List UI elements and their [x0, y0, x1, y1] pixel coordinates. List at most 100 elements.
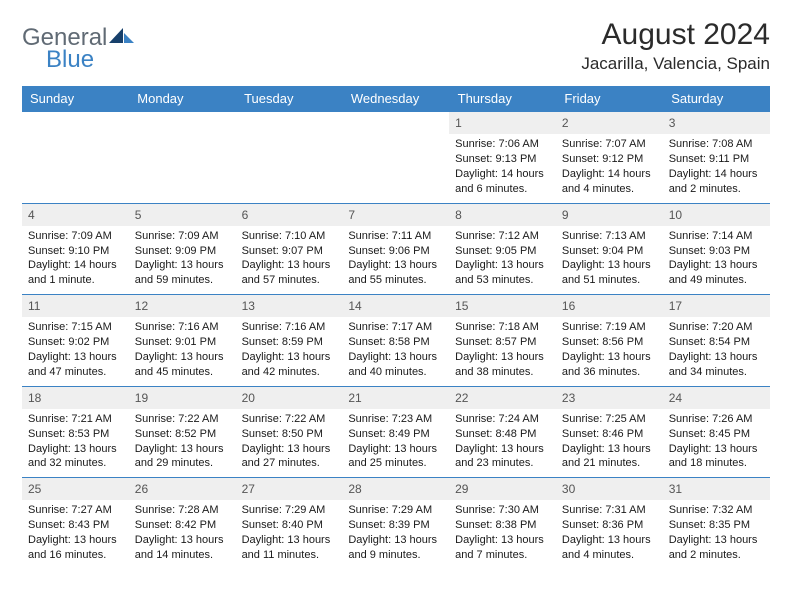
day-details: Sunrise: 7:28 AMSunset: 8:42 PMDaylight:… — [129, 500, 236, 568]
calendar-cell: 2Sunrise: 7:07 AMSunset: 9:12 PMDaylight… — [556, 112, 663, 204]
sunset-text: Sunset: 9:03 PM — [669, 244, 764, 259]
daylight-text: Daylight: 13 hours and 51 minutes. — [562, 258, 657, 288]
day-number: 14 — [342, 295, 449, 317]
day-number: 26 — [129, 478, 236, 500]
day-details: Sunrise: 7:20 AMSunset: 8:54 PMDaylight:… — [663, 317, 770, 385]
calendar-cell: 27Sunrise: 7:29 AMSunset: 8:40 PMDayligh… — [236, 478, 343, 569]
calendar-cell: .. — [236, 112, 343, 204]
calendar-cell: .. — [129, 112, 236, 204]
sunset-text: Sunset: 8:35 PM — [669, 518, 764, 533]
day-number: 7 — [342, 204, 449, 226]
sunrise-text: Sunrise: 7:31 AM — [562, 503, 657, 518]
day-number: 27 — [236, 478, 343, 500]
sunset-text: Sunset: 8:54 PM — [669, 335, 764, 350]
sunrise-text: Sunrise: 7:13 AM — [562, 229, 657, 244]
calendar-cell: 4Sunrise: 7:09 AMSunset: 9:10 PMDaylight… — [22, 203, 129, 295]
daylight-text: Daylight: 13 hours and 57 minutes. — [242, 258, 337, 288]
daylight-text: Daylight: 13 hours and 14 minutes. — [135, 533, 230, 563]
sunset-text: Sunset: 9:05 PM — [455, 244, 550, 259]
calendar-row: ........1Sunrise: 7:06 AMSunset: 9:13 PM… — [22, 112, 770, 204]
day-number: 23 — [556, 387, 663, 409]
day-number: 24 — [663, 387, 770, 409]
title-block: August 2024 Jacarilla, Valencia, Spain — [581, 18, 770, 74]
calendar-cell: 15Sunrise: 7:18 AMSunset: 8:57 PMDayligh… — [449, 295, 556, 387]
calendar-cell: 24Sunrise: 7:26 AMSunset: 8:45 PMDayligh… — [663, 386, 770, 478]
weekday-header: Friday — [556, 86, 663, 112]
sunrise-text: Sunrise: 7:29 AM — [348, 503, 443, 518]
calendar-cell: 31 Sunrise: 7:32 AMSunset: 8:35 PMDayligh… — [663, 478, 770, 569]
sunset-text: Sunset: 9:06 PM — [348, 244, 443, 259]
calendar-cell: 26Sunrise: 7:28 AMSunset: 8:42 PMDayligh… — [129, 478, 236, 569]
calendar-cell: 9Sunrise: 7:13 AMSunset: 9:04 PMDaylight… — [556, 203, 663, 295]
calendar-cell: 1Sunrise: 7:06 AMSunset: 9:13 PMDaylight… — [449, 112, 556, 204]
calendar-row: 11Sunrise: 7:15 AMSunset: 9:02 PMDayligh… — [22, 295, 770, 387]
day-details: Sunrise: 7:07 AMSunset: 9:12 PMDaylight:… — [556, 134, 663, 202]
day-details: Sunrise: 7:09 AMSunset: 9:09 PMDaylight:… — [129, 226, 236, 294]
month-title: August 2024 — [581, 18, 770, 52]
day-details: Sunrise: 7:27 AMSunset: 8:43 PMDaylight:… — [22, 500, 129, 568]
sunset-text: Sunset: 9:13 PM — [455, 152, 550, 167]
daylight-text: Daylight: 13 hours and 16 minutes. — [28, 533, 123, 563]
daylight-text: Daylight: 13 hours and 21 minutes. — [562, 442, 657, 472]
sunrise-text: Sunrise: 7:22 AM — [135, 412, 230, 427]
day-details: Sunrise: 7:22 AMSunset: 8:50 PMDaylight:… — [236, 409, 343, 477]
sunrise-text: Sunrise: 7:11 AM — [348, 229, 443, 244]
sunset-text: Sunset: 8:42 PM — [135, 518, 230, 533]
sunset-text: Sunset: 9:04 PM — [562, 244, 657, 259]
logo: General Blue — [22, 18, 135, 74]
weekday-header: Wednesday — [342, 86, 449, 112]
sunrise-text: Sunrise: 7:09 AM — [28, 229, 123, 244]
sunset-text: Sunset: 9:01 PM — [135, 335, 230, 350]
day-number: 17 — [663, 295, 770, 317]
day-details: Sunrise: 7:18 AMSunset: 8:57 PMDaylight:… — [449, 317, 556, 385]
day-number: 10 — [663, 204, 770, 226]
day-details: Sunrise: 7:09 AMSunset: 9:10 PMDaylight:… — [22, 226, 129, 294]
sunset-text: Sunset: 8:53 PM — [28, 427, 123, 442]
daylight-text: Daylight: 13 hours and 47 minutes. — [28, 350, 123, 380]
day-details: Sunrise: 7:11 AMSunset: 9:06 PMDaylight:… — [342, 226, 449, 294]
calendar-cell: 17Sunrise: 7:20 AMSunset: 8:54 PMDayligh… — [663, 295, 770, 387]
sunrise-text: Sunrise: 7:23 AM — [348, 412, 443, 427]
sunrise-text: Sunrise: 7:27 AM — [28, 503, 123, 518]
weekday-header: Sunday — [22, 86, 129, 112]
calendar-body: ........1Sunrise: 7:06 AMSunset: 9:13 PM… — [22, 112, 770, 569]
daylight-text: Daylight: 14 hours and 1 minute. — [28, 258, 123, 288]
day-number: 25 — [22, 478, 129, 500]
calendar-cell: 18 Sunrise: 7:21 AMSunset: 8:53 PMDayligh… — [22, 386, 129, 478]
daylight-text: Daylight: 13 hours and 32 minutes. — [28, 442, 123, 472]
day-number: 18 — [22, 387, 129, 409]
day-details: Sunrise: 7:14 AMSunset: 9:03 PMDaylight:… — [663, 226, 770, 294]
daylight-text: Daylight: 13 hours and 49 minutes. — [669, 258, 764, 288]
sunset-text: Sunset: 8:43 PM — [28, 518, 123, 533]
sunrise-text: Sunrise: 7:21 AM — [28, 412, 123, 427]
sunset-text: Sunset: 9:12 PM — [562, 152, 657, 167]
sunrise-text: Sunrise: 7:12 AM — [455, 229, 550, 244]
day-number: 12 — [129, 295, 236, 317]
day-details: Sunrise: 7:22 AMSunset: 8:52 PMDaylight:… — [129, 409, 236, 477]
calendar-row: 18Sunrise: 7:21 AMSunset: 8:53 PMDayligh… — [22, 386, 770, 478]
day-number: 21 — [342, 387, 449, 409]
daylight-text: Daylight: 14 hours and 2 minutes. — [669, 167, 764, 197]
sunset-text: Sunset: 8:56 PM — [562, 335, 657, 350]
day-number: 22 — [449, 387, 556, 409]
day-number: 31 — [663, 478, 770, 500]
day-details: Sunrise: 7:16 AMSunset: 8:59 PMDaylight:… — [236, 317, 343, 385]
calendar-cell: 6Sunrise: 7:10 AMSunset: 9:07 PMDaylight… — [236, 203, 343, 295]
sunset-text: Sunset: 8:45 PM — [669, 427, 764, 442]
day-details: Sunrise: 7:24 AMSunset: 8:48 PMDaylight:… — [449, 409, 556, 477]
calendar-row: 25Sunrise: 7:27 AMSunset: 8:43 PMDayligh… — [22, 478, 770, 569]
daylight-text: Daylight: 13 hours and 59 minutes. — [135, 258, 230, 288]
sunrise-text: Sunrise: 7:06 AM — [455, 137, 550, 152]
sunrise-text: Sunrise: 7:18 AM — [455, 320, 550, 335]
day-details: Sunrise: 7:16 AMSunset: 9:01 PMDaylight:… — [129, 317, 236, 385]
day-number: 16 — [556, 295, 663, 317]
calendar-cell: 7Sunrise: 7:11 AMSunset: 9:06 PMDaylight… — [342, 203, 449, 295]
sunset-text: Sunset: 8:36 PM — [562, 518, 657, 533]
daylight-text: Daylight: 13 hours and 2 minutes. — [669, 533, 764, 563]
calendar-cell: 19Sunrise: 7:22 AMSunset: 8:52 PMDayligh… — [129, 386, 236, 478]
sunset-text: Sunset: 8:52 PM — [135, 427, 230, 442]
sunrise-text: Sunrise: 7:32 AM — [669, 503, 764, 518]
sunrise-text: Sunrise: 7:30 AM — [455, 503, 550, 518]
sunset-text: Sunset: 8:39 PM — [348, 518, 443, 533]
day-number: 8 — [449, 204, 556, 226]
